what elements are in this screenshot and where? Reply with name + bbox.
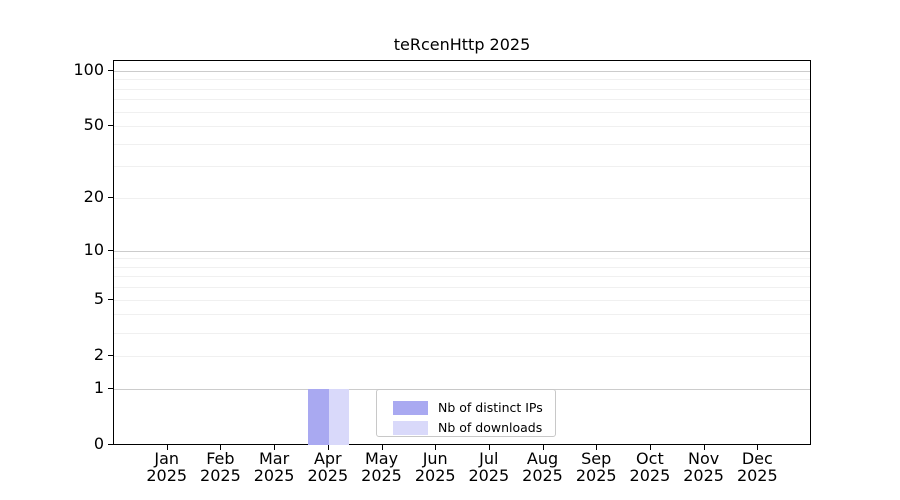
- y-tick-label: 10: [83, 239, 104, 259]
- month-label: Sep: [581, 449, 612, 468]
- y-tick: [108, 387, 113, 389]
- x-tick-label: May 2025: [347, 450, 417, 484]
- x-tick-label: Nov 2025: [669, 450, 739, 484]
- x-tick-label: Jul 2025: [454, 450, 524, 484]
- month-label: Aug: [526, 449, 559, 468]
- y-tick: [108, 125, 113, 126]
- month-label: May: [364, 449, 399, 468]
- x-tick: [488, 445, 490, 450]
- x-tick-label: Mar 2025: [239, 450, 309, 484]
- month-label: Oct: [636, 449, 664, 468]
- month-label: Nov: [687, 449, 720, 468]
- y-tick-label: 20: [83, 187, 104, 206]
- year-label: 2025: [629, 466, 671, 485]
- y-tick-label: 50: [83, 115, 104, 134]
- downloads-swatch: [393, 421, 428, 435]
- year-label: 2025: [146, 466, 188, 485]
- x-tick: [649, 445, 651, 450]
- y-tick-label: 1: [93, 377, 104, 397]
- y-tick-label: 2: [93, 344, 104, 364]
- y-tick: [108, 444, 113, 445]
- x-tick-label: Aug 2025: [508, 450, 578, 484]
- year-label: 2025: [307, 466, 349, 485]
- month-label: Feb: [206, 449, 235, 468]
- y-tick: [108, 197, 113, 198]
- x-tick: [596, 445, 598, 450]
- legend-entry-distinct-ips: Nb of distinct IPs: [393, 401, 543, 415]
- minor-gridline: [114, 287, 810, 289]
- distinct-ips-swatch: [393, 401, 428, 415]
- minor-gridline: [114, 111, 810, 113]
- x-tick-label: Apr 2025: [293, 450, 363, 484]
- major-gridline: [114, 250, 810, 252]
- minor-gridline: [114, 276, 810, 278]
- year-label: 2025: [736, 466, 778, 485]
- x-tick-label: Jan 2025: [132, 450, 202, 484]
- x-tick-label: Jun 2025: [400, 450, 470, 484]
- y-tick: [108, 298, 113, 300]
- year-label: 2025: [200, 466, 241, 485]
- minor-gridline: [114, 299, 810, 301]
- y-tick: [108, 249, 113, 251]
- year-label: 2025: [253, 466, 295, 485]
- x-tick-label: Dec 2025: [722, 450, 792, 484]
- bar-distinct-ips: [308, 388, 329, 445]
- y-tick-label: 5: [93, 288, 104, 308]
- x-tick: [381, 445, 383, 450]
- year-label: 2025: [468, 466, 510, 485]
- minor-gridline: [114, 258, 810, 260]
- legend-entry-downloads: Nb of downloads: [393, 421, 542, 435]
- y-tick-label: 100: [73, 59, 104, 79]
- minor-gridline: [114, 266, 810, 268]
- legend-label: Nb of downloads: [438, 420, 543, 435]
- minor-gridline: [114, 88, 810, 90]
- minor-gridline: [114, 314, 810, 316]
- legend-label: Nb of distinct IPs: [438, 400, 543, 415]
- month-label: Jun: [422, 449, 448, 468]
- minor-gridline: [114, 198, 810, 199]
- bar-downloads: [328, 388, 350, 445]
- x-tick: [166, 445, 168, 450]
- x-tick: [327, 445, 329, 450]
- year-label: 2025: [361, 466, 402, 485]
- major-gridline: [114, 70, 810, 72]
- x-tick-label: Feb 2025: [185, 450, 255, 484]
- month-label: Apr: [313, 449, 342, 468]
- x-tick-label: Oct 2025: [615, 450, 685, 484]
- x-tick: [435, 445, 437, 450]
- month-label: Dec: [741, 449, 773, 468]
- minor-gridline: [114, 166, 810, 168]
- minor-gridline: [114, 99, 810, 101]
- month-label: Jan: [154, 449, 180, 468]
- minor-gridline: [114, 79, 810, 81]
- year-label: 2025: [575, 466, 617, 485]
- year-label: 2025: [522, 466, 563, 485]
- minor-gridline: [114, 126, 810, 127]
- minor-gridline: [114, 355, 810, 357]
- y-tick: [108, 354, 113, 356]
- x-tick: [757, 445, 759, 450]
- x-tick: [274, 445, 276, 450]
- x-tick-label: Sep 2025: [561, 450, 631, 484]
- chart-title: teRcenHttp 2025: [393, 35, 531, 54]
- month-label: Jul: [479, 449, 499, 468]
- x-tick: [542, 445, 544, 450]
- y-tick-label: 0: [93, 434, 104, 453]
- plot-area: [113, 60, 811, 445]
- year-label: 2025: [683, 466, 724, 485]
- y-tick: [108, 69, 113, 71]
- x-tick: [220, 445, 222, 450]
- year-label: 2025: [414, 466, 456, 485]
- minor-gridline: [114, 332, 810, 334]
- month-label: Mar: [259, 449, 290, 468]
- legend: Nb of distinct IPs Nb of downloads: [376, 389, 556, 437]
- x-tick: [703, 445, 705, 450]
- minor-gridline: [114, 143, 810, 145]
